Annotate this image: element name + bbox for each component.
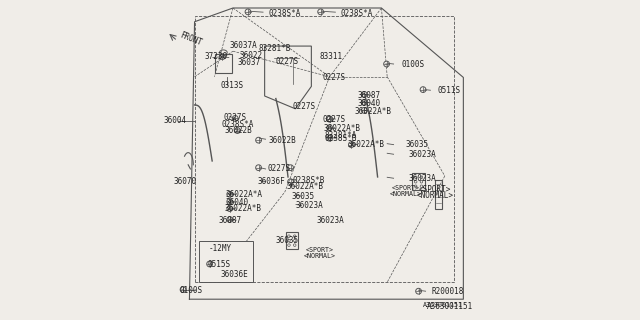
- Text: 83281*A: 83281*A: [325, 131, 357, 140]
- Text: 36070: 36070: [173, 177, 196, 186]
- Text: R200018: R200018: [431, 287, 464, 296]
- Bar: [195, 16, 454, 282]
- Text: 36022B: 36022B: [268, 136, 296, 145]
- Text: 36036E: 36036E: [220, 270, 248, 279]
- Text: 36037A: 36037A: [230, 41, 257, 50]
- Text: 83281*B: 83281*B: [259, 44, 291, 53]
- Text: 36023A: 36023A: [409, 174, 436, 183]
- Text: <NORMAL>: <NORMAL>: [417, 191, 454, 200]
- Text: 36035: 36035: [406, 140, 429, 149]
- Text: 36022A*B: 36022A*B: [355, 107, 392, 116]
- Text: 0227S: 0227S: [268, 164, 291, 173]
- Text: 36040: 36040: [358, 99, 381, 108]
- Bar: [285, 232, 298, 249]
- Text: A363001151: A363001151: [422, 302, 462, 308]
- Text: 0238S*A: 0238S*A: [221, 120, 254, 129]
- Text: 36023A: 36023A: [295, 201, 323, 210]
- Text: 36004: 36004: [164, 116, 187, 124]
- Text: 37230: 37230: [204, 52, 227, 61]
- Text: 36022A*B: 36022A*B: [323, 124, 360, 133]
- Text: 36087: 36087: [218, 216, 241, 225]
- Text: <SPORT>: <SPORT>: [419, 185, 451, 194]
- Text: 0238S*A: 0238S*A: [268, 9, 301, 18]
- Text: 36037: 36037: [237, 58, 260, 67]
- Text: 0227S: 0227S: [323, 115, 346, 124]
- Text: 0238S*B: 0238S*B: [292, 176, 325, 185]
- Bar: [413, 173, 425, 190]
- Text: 0227S: 0227S: [276, 57, 299, 66]
- Text: FRONT: FRONT: [179, 30, 204, 48]
- Text: 0100S: 0100S: [180, 286, 203, 295]
- Text: 36035: 36035: [276, 236, 299, 245]
- Text: 36022: 36022: [239, 51, 262, 60]
- Text: 0515S: 0515S: [207, 260, 230, 269]
- Text: 36023A: 36023A: [316, 216, 344, 225]
- Text: 36022A*B: 36022A*B: [225, 204, 262, 213]
- Text: 36022A*B: 36022A*B: [287, 182, 323, 191]
- Text: <SPORT>: <SPORT>: [306, 247, 334, 253]
- Text: 36022B: 36022B: [225, 126, 252, 135]
- Text: 36040: 36040: [226, 198, 249, 207]
- Text: 36023A: 36023A: [409, 150, 436, 159]
- Text: -12MY: -12MY: [209, 244, 232, 253]
- Text: <SPORT>: <SPORT>: [392, 185, 420, 191]
- Text: 0227S: 0227S: [292, 102, 316, 111]
- Text: A363001151: A363001151: [428, 302, 474, 311]
- Text: 0100S: 0100S: [402, 60, 425, 68]
- Text: <NORMAL>: <NORMAL>: [390, 191, 422, 196]
- Bar: [435, 180, 442, 209]
- Bar: [215, 54, 232, 73]
- Text: 0238S*A: 0238S*A: [340, 9, 373, 18]
- Text: 0227S: 0227S: [223, 113, 246, 122]
- Text: 0227S: 0227S: [323, 73, 346, 82]
- Text: 83311: 83311: [320, 52, 343, 61]
- Text: 36022A*A: 36022A*A: [226, 190, 262, 199]
- Text: 36087: 36087: [358, 91, 381, 100]
- Text: <NORMAL>: <NORMAL>: [304, 253, 336, 259]
- Bar: [199, 241, 253, 282]
- Text: 36035: 36035: [292, 192, 315, 201]
- Text: 0511S: 0511S: [438, 86, 461, 95]
- Text: 36022A*B: 36022A*B: [347, 140, 384, 149]
- Text: 36036F: 36036F: [258, 177, 285, 186]
- Text: 0238S*B: 0238S*B: [325, 134, 357, 143]
- Text: 0313S: 0313S: [220, 81, 243, 90]
